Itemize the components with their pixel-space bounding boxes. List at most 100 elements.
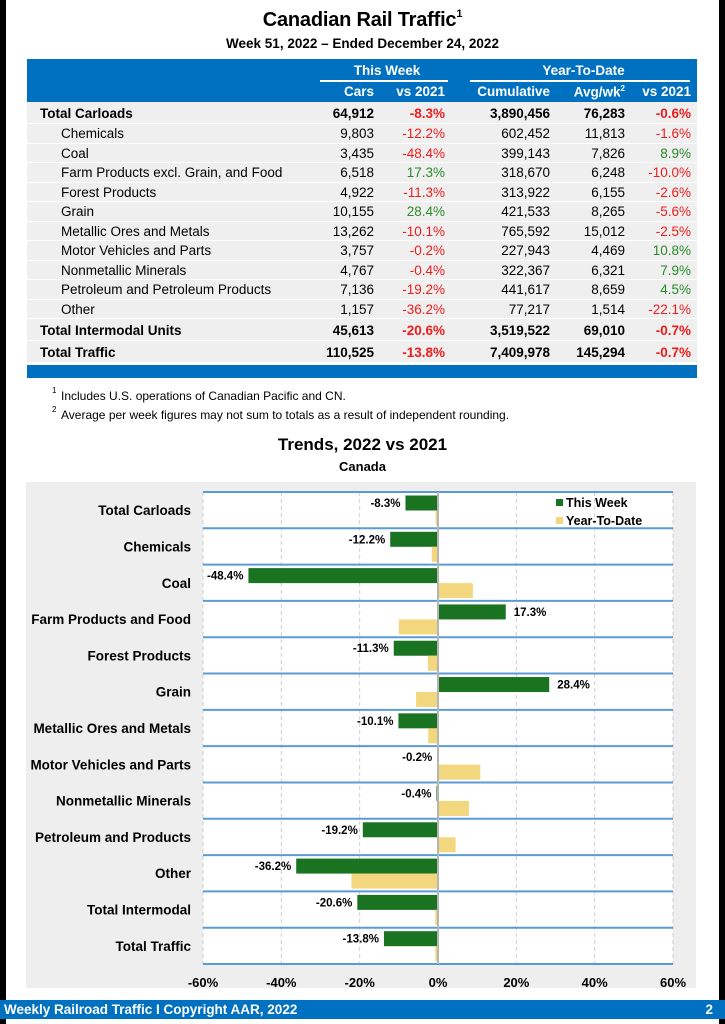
row-label: Forest Products	[61, 184, 157, 200]
x-tick-label: 0%	[429, 975, 448, 990]
data-label: -36.2%	[255, 861, 291, 873]
table-body: Total Carloads 64,912 -8.3% 3,890,456 76,283…	[27, 102, 697, 363]
cell-vs-ytd: -0.7%	[655, 323, 691, 338]
legend-label-this-week: This Week	[566, 496, 628, 510]
group-underline	[470, 80, 690, 82]
cell-vs-week: -0.2%	[409, 243, 445, 258]
cell-cars: 45,613	[332, 323, 374, 338]
cell-cars: 64,912	[332, 106, 374, 121]
category-label: Metallic Ores and Metals	[33, 721, 191, 736]
data-label: -11.3%	[353, 643, 389, 655]
data-label: 17.3%	[514, 607, 547, 619]
data-label: -48.4%	[207, 571, 243, 583]
cell-vs-week: 28.4%	[406, 204, 445, 219]
bar-this-week	[438, 604, 506, 620]
cell-cars: 3,757	[340, 243, 374, 258]
category-label: Petroleum and Products	[35, 830, 191, 845]
cell-vs-ytd: -2.5%	[655, 223, 691, 239]
legend-swatch-ytd	[556, 517, 563, 524]
cell-cumulative: 441,617	[501, 282, 550, 297]
table-row: Coal 3,435 -48.4% 399,143 7,826 8.9%	[27, 143, 697, 163]
x-tick-label: 20%	[503, 975, 529, 990]
cell-cars: 4,922	[340, 184, 374, 200]
col-cumulative: Cumulative	[477, 84, 550, 99]
table-row: Other 1,157 -36.2% 77,217 1,514 -22.1%	[27, 299, 697, 319]
table-row: Motor Vehicles and Parts 3,757 -0.2% 227,94…	[27, 241, 697, 261]
table-row: Metallic Ores and Metals 13,262 -10.1% 765,…	[27, 221, 697, 241]
bar-year-to-date	[438, 837, 456, 853]
cell-cars: 4,767	[340, 262, 374, 278]
category-label: Motor Vehicles and Parts	[30, 757, 191, 772]
data-label: -19.2%	[321, 825, 357, 837]
cell-cars: 3,435	[340, 145, 374, 161]
legend-label-ytd: Year-To-Date	[566, 514, 642, 528]
category-label: Total Intermodal	[87, 903, 191, 918]
cell-vs-ytd: -2.6%	[655, 184, 691, 200]
cell-vs-ytd: -0.7%	[655, 345, 691, 360]
cell-vs-week: -8.3%	[409, 106, 445, 121]
cell-avgwk: 15,012	[583, 223, 625, 239]
cell-vs-week: -12.2%	[402, 126, 445, 141]
cell-cars: 10,155	[332, 204, 374, 219]
cell-vs-week: -20.6%	[402, 323, 445, 338]
cell-cumulative: 421,533	[501, 204, 550, 219]
cell-cumulative: 313,922	[501, 184, 550, 200]
cell-cumulative: 602,452	[501, 126, 550, 141]
table-row: Chemicals 9,803 -12.2% 602,452 11,813 -1.6%	[27, 124, 697, 144]
cell-vs-week: -48.4%	[402, 145, 445, 161]
bar-year-to-date	[428, 728, 438, 744]
row-label: Motor Vehicles and Parts	[61, 243, 212, 258]
cell-cumulative: 322,367	[501, 262, 550, 278]
data-label: -20.6%	[316, 897, 352, 909]
cell-cumulative: 3,519,522	[489, 323, 550, 338]
table-row: Grain 10,155 28.4% 421,533 8,265 -5.6%	[27, 202, 697, 222]
category-label: Coal	[162, 576, 191, 591]
bar-year-to-date	[398, 619, 438, 635]
cell-cumulative: 227,943	[501, 243, 550, 258]
row-label: Chemicals	[61, 126, 125, 141]
cell-cars: 9,803	[340, 126, 374, 141]
bar-year-to-date	[438, 583, 473, 599]
table-footer-bar	[27, 365, 697, 378]
legend-swatch-this-week	[556, 499, 563, 506]
col-vs2021-week: vs 2021	[396, 84, 445, 99]
bar-this-week	[405, 495, 438, 511]
table-row: Petroleum and Petroleum Products 7,136 -19…	[27, 280, 697, 300]
bar-this-week	[248, 568, 438, 584]
row-label: Total Intermodal Units	[40, 323, 182, 338]
bar-year-to-date	[435, 946, 438, 962]
cell-vs-ytd: 4.5%	[660, 282, 691, 297]
bar-this-week	[438, 677, 550, 693]
cell-cars: 6,518	[340, 165, 374, 180]
category-label: Forest Products	[87, 648, 191, 663]
cell-vs-ytd: 10.8%	[652, 243, 691, 258]
traffic-table: This Week Year-To-Date Cars vs 2021 Cumu…	[27, 59, 697, 378]
group-this-week: This Week	[353, 63, 421, 78]
cell-avgwk: 7,826	[591, 145, 625, 161]
chart-subtitle: Canada	[339, 459, 386, 474]
bar-this-week	[390, 531, 438, 547]
category-label: Total Traffic	[115, 939, 191, 954]
bar-year-to-date	[435, 909, 438, 925]
row-label: Total Traffic	[40, 345, 116, 360]
row-label: Grain	[61, 204, 95, 219]
cell-cars: 7,136	[340, 282, 374, 297]
cell-avgwk: 6,155	[591, 184, 625, 200]
x-tick-label: -60%	[188, 975, 219, 990]
cell-vs-ytd: -10.0%	[648, 165, 691, 180]
bar-this-week	[383, 931, 438, 947]
cell-vs-week: -13.8%	[402, 345, 445, 360]
row-label: Nonmetallic Minerals	[61, 262, 187, 278]
cell-avgwk: 69,010	[583, 323, 625, 338]
cell-vs-ytd: -1.6%	[655, 126, 691, 141]
col-cars: Cars	[343, 84, 374, 99]
bar-year-to-date	[351, 873, 438, 889]
group-underline	[320, 80, 448, 82]
table-row: Total Traffic 110,525 -13.8% 7,409,978 145,2…	[27, 341, 697, 363]
cell-vs-week: 17.3%	[406, 165, 445, 180]
row-label: Farm Products excl. Grain, and Food	[61, 165, 283, 180]
row-label: Total Carloads	[40, 106, 133, 121]
data-label: -0.4%	[401, 788, 431, 800]
bar-year-to-date	[438, 764, 481, 780]
bar-year-to-date	[416, 692, 438, 708]
